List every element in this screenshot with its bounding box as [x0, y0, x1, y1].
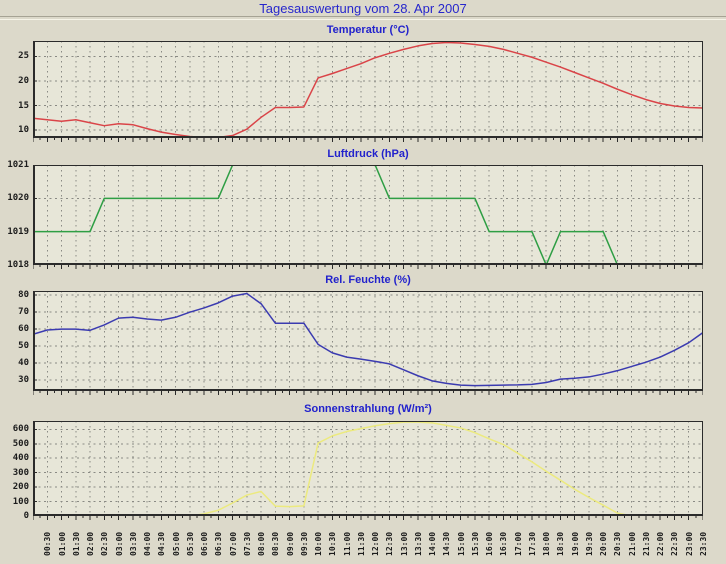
y-tick-label-temperatur: 25 — [18, 51, 29, 62]
x-tick-label: 05:30 — [185, 531, 195, 556]
y-tick-label-luftdruck: 1021 — [7, 160, 29, 170]
y-tick-label-temperatur: 20 — [18, 75, 29, 86]
x-tick-label: 21:30 — [641, 531, 651, 556]
x-tick-label: 10:30 — [328, 531, 338, 556]
x-tick-label: 13:00 — [399, 531, 409, 556]
y-tick-label-sonnenstrahlung: 300 — [12, 467, 29, 478]
x-tick-label: 14:30 — [442, 531, 452, 556]
x-tick-label: 22:30 — [670, 531, 680, 556]
y-tick-label-luftdruck: 1018 — [7, 260, 29, 270]
plot-area-temperatur — [33, 41, 703, 138]
x-tick-label: 22:00 — [656, 531, 666, 556]
x-tick-label: 09:30 — [299, 531, 309, 556]
y-tick-label-rel-feuchte: 40 — [18, 358, 29, 369]
x-tick-label: 23:30 — [699, 531, 708, 556]
plot-area-rel-feuchte — [33, 291, 703, 391]
y-tick-label-rel-feuchte: 80 — [18, 290, 29, 301]
page-title: Tagesauswertung vom 28. Apr 2007 — [259, 1, 467, 16]
x-tick-label: 01:00 — [57, 531, 67, 556]
y-tick-label-rel-feuchte: 60 — [18, 324, 29, 335]
x-tick-label: 02:30 — [100, 531, 110, 556]
x-tick-label: 10:00 — [314, 531, 324, 556]
x-tick-label: 21:00 — [627, 531, 637, 556]
x-tick-label: 03:30 — [128, 531, 138, 556]
chart-title-rel-feuchte: Rel. Feuchte (%) — [325, 274, 411, 286]
x-tick-label: 11:30 — [356, 531, 366, 556]
x-tick-label: 16:00 — [485, 531, 495, 556]
chart-title-sonnenstrahlung: Sonnenstrahlung (W/m²) — [304, 403, 432, 415]
x-tick-label: 08:30 — [271, 531, 281, 556]
x-tick-label: 19:30 — [584, 531, 594, 556]
tick-strip-temperatur — [33, 138, 703, 142]
tick-strip-sonnenstrahlung — [33, 516, 703, 520]
x-tick-label: 04:30 — [157, 531, 167, 556]
y-tick-label-temperatur: 10 — [18, 125, 29, 136]
plot-area-sonnenstrahlung — [33, 421, 703, 516]
y-tick-label-luftdruck: 1020 — [7, 193, 29, 204]
x-tick-label: 02:00 — [86, 531, 96, 556]
x-tick-label: 15:30 — [470, 531, 480, 556]
y-tick-label-sonnenstrahlung: 400 — [12, 453, 29, 464]
x-tick-label: 23:00 — [684, 531, 694, 556]
x-tick-label: 01:30 — [71, 531, 81, 556]
y-tick-label-luftdruck: 1019 — [7, 226, 29, 237]
y-tick-label-sonnenstrahlung: 500 — [12, 438, 29, 449]
chart-title-temperatur: Temperatur (°C) — [326, 24, 410, 36]
x-tick-label: 12:30 — [385, 531, 395, 556]
y-tick-label-rel-feuchte: 50 — [18, 341, 29, 352]
x-tick-label: 18:00 — [542, 531, 552, 556]
y-tick-label-sonnenstrahlung: 600 — [12, 424, 29, 435]
x-tick-label: 07:00 — [228, 531, 238, 556]
y-tick-label-sonnenstrahlung: 0 — [23, 511, 29, 521]
x-tick-label: 18:30 — [556, 531, 566, 556]
title-divider — [0, 16, 726, 20]
x-tick-label: 20:00 — [599, 531, 609, 556]
x-tick-label: 06:30 — [214, 531, 224, 556]
tick-strip-rel-feuchte — [33, 391, 703, 395]
chart-title-luftdruck: Luftdruck (hPa) — [327, 148, 409, 160]
y-tick-label-temperatur: 15 — [18, 100, 29, 111]
x-tick-label: 19:00 — [570, 531, 580, 556]
x-tick-label: 11:00 — [342, 531, 352, 556]
plot-area-luftdruck — [33, 165, 703, 265]
y-tick-label-rel-feuchte: 70 — [18, 307, 29, 318]
x-tick-label: 15:00 — [456, 531, 466, 556]
x-tick-label: 16:30 — [499, 531, 509, 556]
x-tick-label: 17:00 — [513, 531, 523, 556]
y-tick-label-sonnenstrahlung: 200 — [12, 482, 29, 493]
x-tick-label: 05:00 — [171, 531, 181, 556]
data-line-rel-feuchte — [33, 292, 703, 387]
data-line-temperatur — [33, 41, 703, 138]
y-tick-label-sonnenstrahlung: 100 — [12, 496, 29, 507]
x-tick-label: 13:30 — [413, 531, 423, 556]
x-tick-label: 09:00 — [285, 531, 295, 556]
x-tick-label: 17:30 — [527, 531, 537, 556]
x-tick-label: 08:00 — [257, 531, 267, 556]
x-tick-label: 14:00 — [428, 531, 438, 556]
x-tick-label: 04:00 — [143, 531, 153, 556]
x-tick-label: 20:30 — [613, 531, 623, 556]
data-line-luftdruck — [33, 165, 703, 265]
x-tick-label: 00:30 — [43, 531, 53, 556]
x-tick-label: 03:00 — [114, 531, 124, 556]
x-tick-label: 12:00 — [371, 531, 381, 556]
x-tick-label: 06:00 — [200, 531, 210, 556]
tick-strip-luftdruck — [33, 265, 703, 269]
y-tick-label-rel-feuchte: 30 — [18, 374, 29, 385]
data-line-sonnenstrahlung — [33, 421, 703, 516]
x-tick-label: 07:30 — [242, 531, 252, 556]
